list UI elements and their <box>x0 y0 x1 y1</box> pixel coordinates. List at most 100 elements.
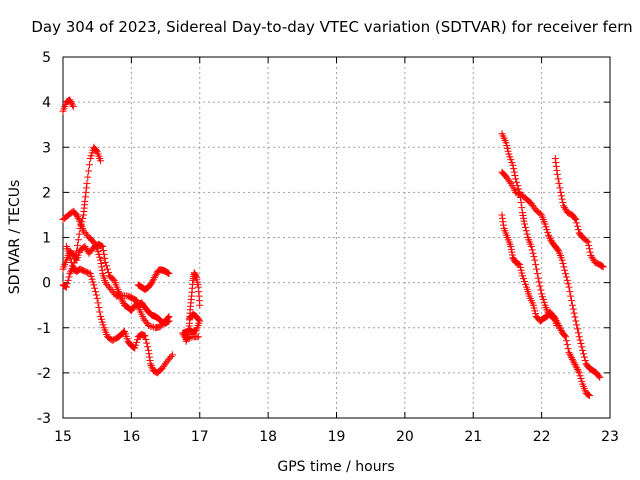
data-point-marker <box>97 157 105 165</box>
data-point-marker <box>79 214 87 222</box>
data-point-marker <box>515 260 523 268</box>
data-point-marker <box>567 292 575 300</box>
data-point-marker <box>90 281 98 289</box>
data-point-marker <box>532 261 540 269</box>
data-point-marker <box>571 360 579 368</box>
data-point-marker <box>535 278 543 286</box>
data-point-marker <box>572 215 580 223</box>
data-point-marker <box>85 167 93 175</box>
y-tick-label: 3 <box>42 140 51 156</box>
y-tick-label: 2 <box>42 185 51 201</box>
data-point-marker <box>99 246 107 254</box>
data-point-marker <box>101 254 109 262</box>
data-point-marker <box>567 352 575 360</box>
y-tick-label: 4 <box>42 95 51 111</box>
data-point-marker <box>562 270 570 278</box>
data-point-marker <box>585 245 593 253</box>
data-point-marker <box>566 288 574 296</box>
data-point-marker <box>569 305 577 313</box>
data-point-marker <box>68 262 76 270</box>
data-point-marker <box>98 266 106 274</box>
data-point-marker <box>568 354 576 362</box>
series-track-e <box>62 243 176 377</box>
data-point-marker <box>67 255 75 263</box>
data-point-marker <box>575 333 583 341</box>
data-point-marker <box>576 336 584 344</box>
x-tick-label: 20 <box>396 429 414 445</box>
data-point-marker <box>163 318 171 326</box>
data-point-marker <box>168 351 176 359</box>
data-point-marker <box>144 346 152 354</box>
data-point-marker <box>595 372 603 380</box>
data-point-marker <box>82 188 90 196</box>
data-point-marker <box>163 268 171 276</box>
data-point-marker <box>95 303 103 311</box>
data-point-marker <box>565 283 573 291</box>
data-point-marker <box>556 323 564 331</box>
series-track-i <box>498 130 593 399</box>
data-point-marker <box>584 390 592 398</box>
data-point-marker <box>583 237 591 245</box>
data-point-marker <box>513 178 521 186</box>
data-point-marker <box>510 168 518 176</box>
data-point-marker <box>77 221 85 229</box>
data-point-marker <box>85 161 93 169</box>
data-point-marker <box>144 343 152 351</box>
x-tick-label: 21 <box>464 429 482 445</box>
series-track-k <box>498 211 561 329</box>
data-point-marker <box>93 294 101 302</box>
data-point-marker <box>568 355 576 363</box>
data-point-marker <box>164 318 172 326</box>
data-point-marker <box>144 321 152 329</box>
data-point-marker <box>151 272 159 280</box>
data-point-marker <box>585 391 593 399</box>
data-point-marker <box>599 263 607 271</box>
data-point-marker <box>558 256 566 264</box>
data-point-marker <box>102 262 110 270</box>
data-point-marker <box>99 243 107 251</box>
data-point-marker <box>103 265 111 273</box>
data-point-marker <box>552 162 560 170</box>
data-point-marker <box>187 333 195 341</box>
data-point-marker <box>563 341 571 349</box>
data-point-marker <box>574 325 582 333</box>
data-point-marker <box>92 147 100 155</box>
x-tick-label: 17 <box>191 429 209 445</box>
data-point-marker <box>510 165 518 173</box>
data-point-marker <box>65 273 73 281</box>
data-point-marker <box>573 219 581 227</box>
data-point-marker <box>585 391 593 399</box>
data-point-marker <box>580 353 588 361</box>
data-point-marker <box>148 363 156 371</box>
data-point-marker <box>563 276 571 284</box>
data-point-marker <box>165 317 173 325</box>
data-point-marker <box>528 246 536 254</box>
data-point-marker <box>145 353 153 361</box>
data-point-marker <box>117 294 125 302</box>
data-point-marker <box>598 262 606 270</box>
data-point-marker <box>145 350 153 358</box>
data-point-marker <box>100 250 108 258</box>
data-point-marker <box>149 277 157 285</box>
data-point-marker <box>499 218 507 226</box>
data-point-marker <box>148 323 156 331</box>
data-point-marker <box>74 213 82 221</box>
data-point-marker <box>581 356 589 364</box>
data-point-marker <box>566 350 574 358</box>
data-point-marker <box>91 288 99 296</box>
data-point-marker <box>66 270 74 278</box>
data-point-marker <box>544 231 552 239</box>
data-point-marker <box>584 238 592 246</box>
data-point-marker <box>97 259 105 267</box>
data-point-marker <box>580 350 588 358</box>
data-point-marker <box>179 329 187 337</box>
data-point-marker <box>558 195 566 203</box>
y-axis-label: SDTVAR / TECUs <box>7 180 23 295</box>
x-tick-label: 16 <box>122 429 140 445</box>
data-point-marker <box>512 175 520 183</box>
data-point-marker <box>574 226 582 234</box>
data-point-marker <box>555 179 563 187</box>
y-tick-label: 5 <box>42 50 51 66</box>
data-point-marker <box>523 230 531 238</box>
data-point-marker <box>518 204 526 212</box>
